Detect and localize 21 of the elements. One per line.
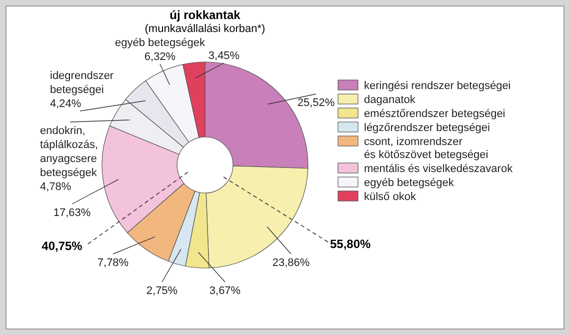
legend-label: légzőrendszer betegségei bbox=[364, 122, 490, 134]
data-label: endokrin, táplálkozás, anyagcsere betegségek 4,78% bbox=[40, 125, 98, 193]
legend-label: külső okok bbox=[364, 191, 416, 203]
data-label: 2,75% bbox=[146, 285, 178, 297]
text: 40,75% bbox=[42, 239, 83, 253]
data-label: 3,67% bbox=[209, 285, 241, 297]
legend-label: mentális és viselkedészavarok bbox=[364, 163, 514, 175]
data-label: 7,78% bbox=[97, 257, 129, 269]
data-label: 23,86% bbox=[272, 257, 310, 269]
legend-label: egyéb betegségek bbox=[364, 177, 454, 189]
data-label: 3,45% bbox=[208, 50, 240, 62]
chart-title: új rokkantak bbox=[170, 8, 241, 22]
text: 55,80% bbox=[330, 237, 372, 251]
legend-label: emésztőrendszer betegségei bbox=[364, 108, 506, 120]
legend-label: daganatok bbox=[364, 94, 416, 106]
chart-subtitle: (munkavállalási korban*) bbox=[144, 23, 266, 35]
data-label: egyéb betegségek 6,32% bbox=[115, 37, 206, 63]
legend-label: keringési rendszer betegségei bbox=[364, 80, 511, 92]
data-label: 17,63% bbox=[53, 207, 91, 219]
data-label: idegrendszer betegségei 4,24% bbox=[50, 70, 114, 110]
data-label: 25,52% bbox=[297, 97, 335, 109]
